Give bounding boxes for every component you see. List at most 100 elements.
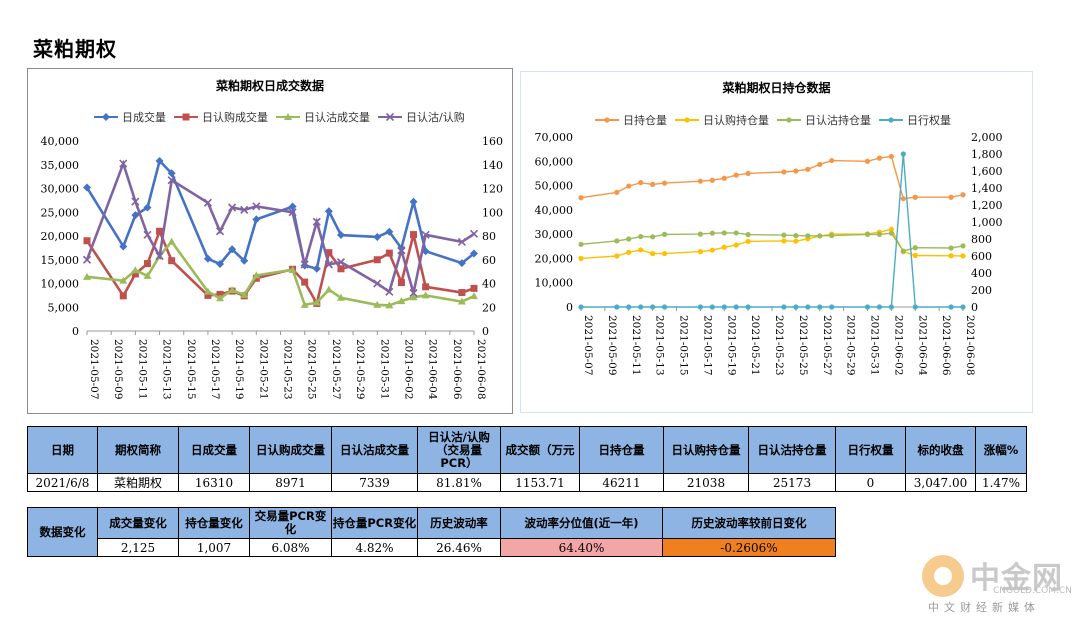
data-point-3-12 (793, 304, 799, 310)
data-point-0-7 (216, 260, 225, 269)
data-point-2-7 (709, 230, 715, 236)
x-tick-label: 2021-05-31 (378, 339, 390, 400)
cell-hist-vol-change: -0.2606% (662, 538, 836, 557)
table-row: 2021/6/8 菜粕期权 16310 8971 7339 81.81% 115… (27, 473, 1027, 492)
y-right-tick-label: 1,400 (971, 182, 1003, 195)
data-point-2-19 (409, 293, 418, 301)
x-tick-label: 2021-05-13 (161, 339, 173, 400)
data-point-0-14 (817, 161, 823, 168)
data-point-2-22 (960, 243, 966, 249)
y-right-tick-label: 600 (971, 250, 992, 263)
data-point-1-22 (470, 284, 478, 292)
x-tick-label: 2021-05-07 (582, 315, 594, 376)
data-point-1-0 (578, 255, 584, 262)
data-point-3-17 (385, 287, 394, 296)
data-point-1-5 (661, 250, 668, 257)
chart-title: 菜粕期权日持仓数据 (721, 80, 830, 95)
data-point-1-1 (614, 253, 620, 259)
row-label-data-change: 数据变化 (27, 507, 98, 557)
legend-label-1: 日认购成交量 (202, 110, 268, 124)
data-point-3-4 (155, 252, 164, 261)
data-point-1-4 (156, 227, 164, 235)
data-point-3-10 (745, 304, 751, 310)
data-point-0-14 (324, 207, 333, 216)
y-left-tick-label: 70,000 (535, 131, 574, 144)
data-point-3-9 (240, 205, 249, 214)
x-tick-label: 2021-05-15 (185, 339, 197, 400)
x-tick-label: 2021-06-06 (940, 315, 952, 376)
x-tick-label: 2021-06-08 (964, 315, 976, 376)
logo-slogan: 中文财经新媒体 (928, 601, 1040, 614)
header-date: 日期 (27, 426, 98, 474)
data-point-1-20 (422, 283, 430, 291)
data-point-0-6 (697, 178, 703, 184)
data-point-1-5 (168, 257, 176, 265)
header-oi-pcr-change: 持仓量PCR变化 (331, 507, 418, 539)
data-point-2-13 (312, 298, 321, 306)
data-point-0-10 (252, 215, 261, 224)
data-point-2-11 (781, 232, 787, 238)
y-right-tick-label: 100 (482, 206, 503, 219)
legend-marker-0 (102, 113, 110, 121)
header-close: 标的收盘 (905, 426, 976, 474)
data-point-3-22 (469, 229, 479, 238)
x-tick-label: 2021-05-23 (773, 315, 785, 376)
y-right-tick-label: 80 (482, 230, 496, 243)
y-right-tick-label: 2,000 (971, 131, 1003, 144)
data-point-2-3 (638, 233, 644, 240)
x-tick-label: 2021-05-29 (845, 315, 857, 376)
legend-marker-2 (284, 113, 292, 120)
data-point-1-10 (745, 238, 751, 245)
data-point-3-21 (948, 304, 954, 310)
x-tick-label: 2021-05-13 (654, 315, 666, 376)
cell-exercise: 0 (835, 473, 906, 492)
y-left-tick-label: 40,000 (535, 204, 574, 217)
data-point-2-3 (143, 271, 152, 279)
data-point-3-6 (697, 304, 703, 310)
header-call-volume: 日认购成交量 (249, 426, 332, 474)
data-point-2-9 (240, 290, 249, 298)
data-point-1-21 (458, 289, 466, 297)
data-point-0-20 (912, 194, 918, 200)
header-change: 涨幅% (975, 426, 1027, 474)
data-point-3-16 (864, 304, 871, 310)
data-point-0-4 (155, 156, 164, 165)
x-tick-label: 2021-05-09 (606, 315, 618, 376)
data-point-3-16 (373, 279, 382, 288)
data-point-1-18 (888, 226, 894, 232)
data-point-2-16 (373, 300, 382, 308)
data-point-1-4 (650, 250, 656, 257)
y-left-tick-label: 40,000 (41, 135, 80, 148)
cell-vol-percentile: 64.40% (500, 538, 663, 557)
y-right-tick-label: 200 (971, 284, 992, 297)
data-point-0-19 (900, 196, 906, 202)
data-point-2-5 (167, 237, 176, 245)
table-header-row: 数据变化 成交量变化 持仓量变化 交易量PCR变化 持仓量PCR变化 历史波动率… (27, 507, 836, 557)
data-point-0-2 (626, 183, 632, 189)
data-point-0-2 (131, 211, 140, 220)
data-point-3-1 (119, 159, 128, 168)
cngold-logo: 中金网 CNGOLD.COM.CN 中文财经新媒体 (920, 553, 1072, 615)
y-left-tick-label: 50,000 (535, 180, 574, 193)
header-oi-change: 持仓量变化 (178, 507, 250, 539)
data-point-3-12 (300, 260, 309, 269)
cell-close: 3,047.00 (905, 473, 976, 492)
cell-date: 2021/6/8 (27, 473, 98, 492)
data-point-1-2 (626, 249, 632, 255)
cell-call-volume: 8971 (249, 473, 332, 492)
data-point-2-0 (83, 272, 91, 280)
data-point-2-14 (324, 285, 333, 293)
daily-volume-chart: 菜粕期权日成交数据 日成交量 日认购成交量 日认沽成交量 日认沽/认购 0 5,000 10,… (27, 68, 513, 414)
legend-label-3: 日行权量 (907, 114, 951, 127)
cell-volume-pcr-change: 6.08% (249, 538, 332, 557)
data-point-3-20 (912, 304, 918, 310)
data-point-2-12 (793, 233, 799, 239)
y-right-tick-label: 1,800 (971, 148, 1003, 161)
cell-option-name: 菜粕期权 (97, 473, 179, 492)
data-point-3-3 (143, 230, 152, 239)
x-tick-label: 2021-06-04 (916, 315, 928, 376)
data-point-2-15 (829, 233, 835, 239)
data-point-2-10 (252, 271, 261, 279)
data-point-2-13 (805, 233, 811, 239)
